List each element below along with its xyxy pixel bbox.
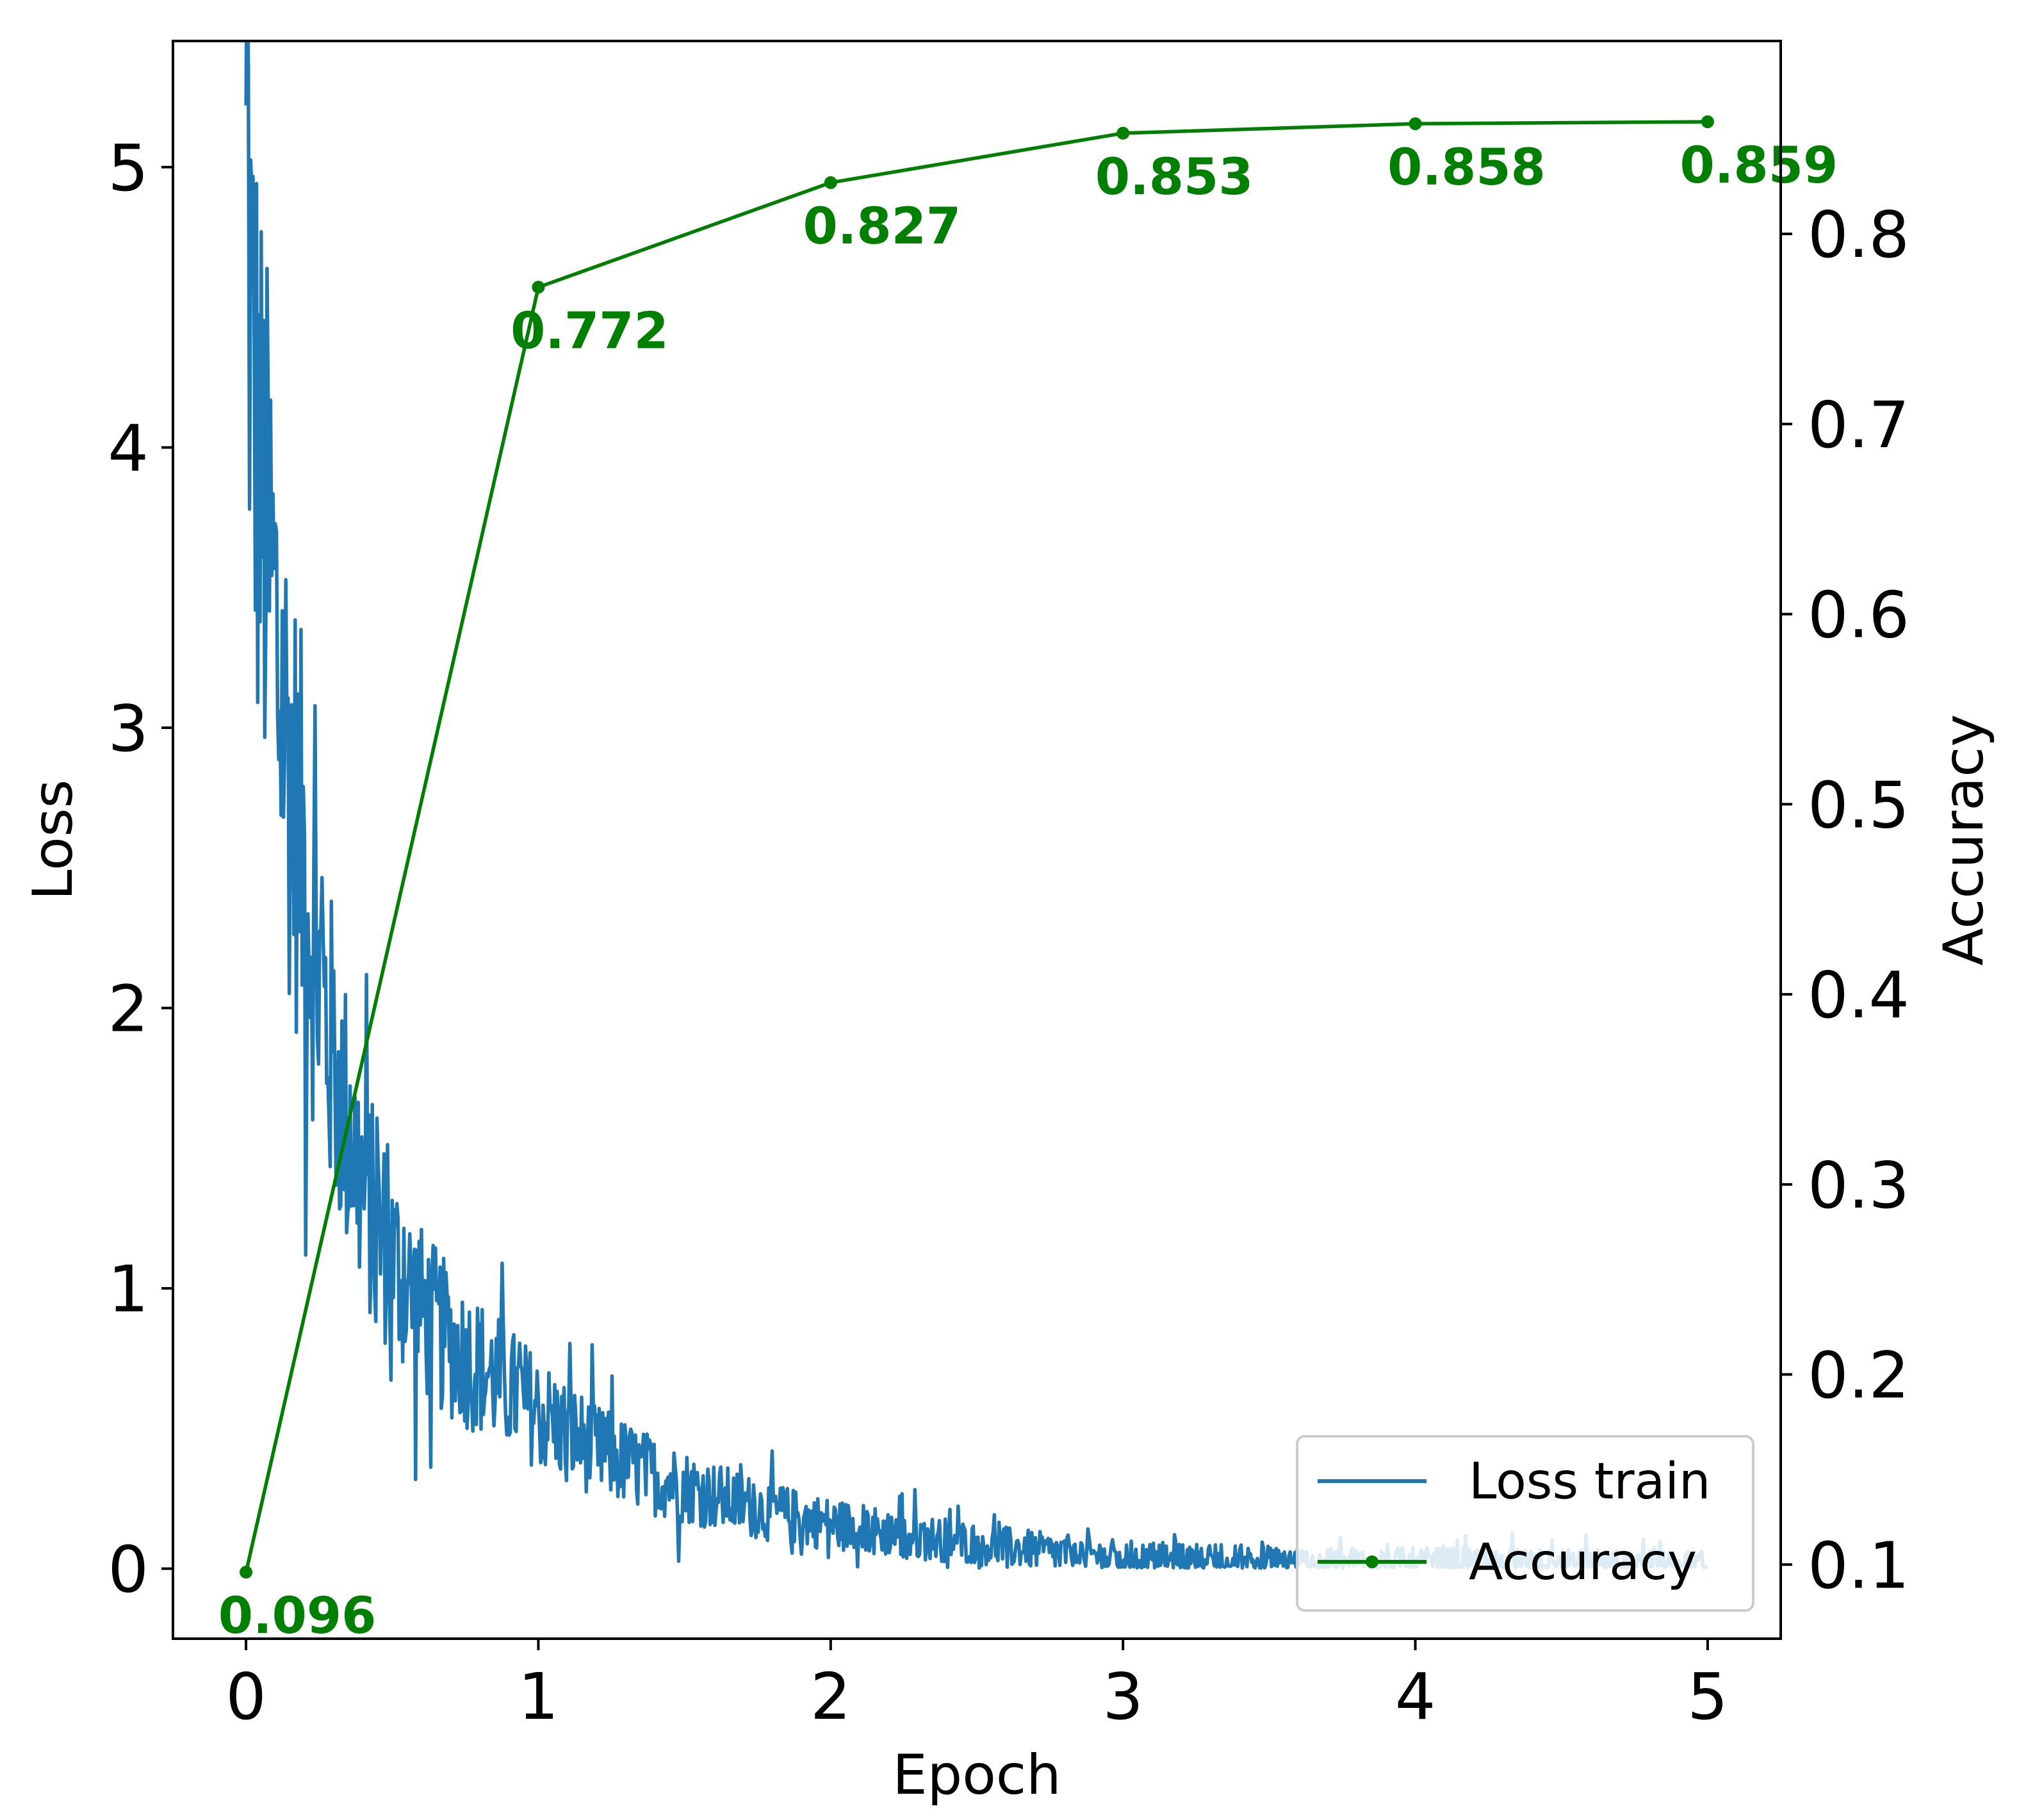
y-right-tick-label-3: 0.4 <box>1808 958 1909 1033</box>
x-tick-label-1: 1 <box>518 1659 559 1734</box>
y-right-tick-label-2: 0.3 <box>1808 1148 1909 1223</box>
legend-label-loss: Loss train <box>1469 1453 1710 1511</box>
accuracy-point-1 <box>532 281 545 294</box>
y-right-tick-label-6: 0.7 <box>1808 388 1909 463</box>
accuracy-point-5 <box>1701 115 1714 129</box>
axes-frame <box>172 40 1782 1640</box>
x-tick-label-0: 0 <box>225 1659 266 1734</box>
accuracy-data-label-4: 0.858 <box>1387 139 1546 197</box>
legend: Loss train Accuracy <box>1296 1435 1754 1612</box>
x-tick-label-4: 4 <box>1395 1659 1436 1734</box>
y-right-tick-label-7: 0.8 <box>1808 197 1909 272</box>
y-left-tick-label-1: 1 <box>108 1252 149 1327</box>
y-right-tick-label-4: 0.5 <box>1808 767 1909 842</box>
plot-area: 0.096 0.772 0.827 0.853 0.858 0.859 <box>218 41 1838 1645</box>
y-left-tick-label-5: 5 <box>108 131 149 206</box>
legend-label-accuracy: Accuracy <box>1469 1534 1697 1591</box>
accuracy-point-4 <box>1409 117 1422 131</box>
y-right-tick-label-0: 0.1 <box>1808 1528 1909 1603</box>
accuracy-data-label-0: 0.096 <box>218 1587 377 1645</box>
y-left-tick-label-2: 2 <box>108 972 149 1047</box>
y-left-tick-label-0: 0 <box>108 1532 149 1607</box>
accuracy-line <box>244 120 1708 1573</box>
y-right-tick-label-5: 0.6 <box>1808 578 1909 653</box>
x-tick-label-5: 5 <box>1687 1659 1728 1734</box>
y-left-axis-title: Loss <box>21 780 85 901</box>
y-left-tick-label-4: 4 <box>108 411 149 486</box>
accuracy-point-0 <box>240 1566 253 1579</box>
accuracy-data-label-1: 0.772 <box>511 302 669 360</box>
x-axis-title: Epoch <box>892 1743 1061 1807</box>
accuracy-point-3 <box>1116 126 1130 140</box>
accuracy-data-label-5: 0.859 <box>1680 137 1838 195</box>
accuracy-data-label-2: 0.827 <box>803 198 961 256</box>
x-tick-label-2: 2 <box>810 1659 851 1734</box>
accuracy-data-label-3: 0.853 <box>1095 149 1254 206</box>
y-right-tick-label-1: 0.2 <box>1808 1338 1909 1413</box>
axes: 0 1 2 3 4 5 0 1 2 3 4 5 0.1 0.2 0.3 0.4 0.5 0.6 0.7 0.8 Epoc… <box>21 40 1996 1807</box>
legend-marker-accuracy <box>1366 1555 1378 1568</box>
y-right-axis-title: Accuracy <box>1932 714 1996 966</box>
accuracy-point-2 <box>824 176 837 190</box>
x-tick-label-3: 3 <box>1102 1659 1143 1734</box>
y-left-tick-label-3: 3 <box>108 691 149 766</box>
